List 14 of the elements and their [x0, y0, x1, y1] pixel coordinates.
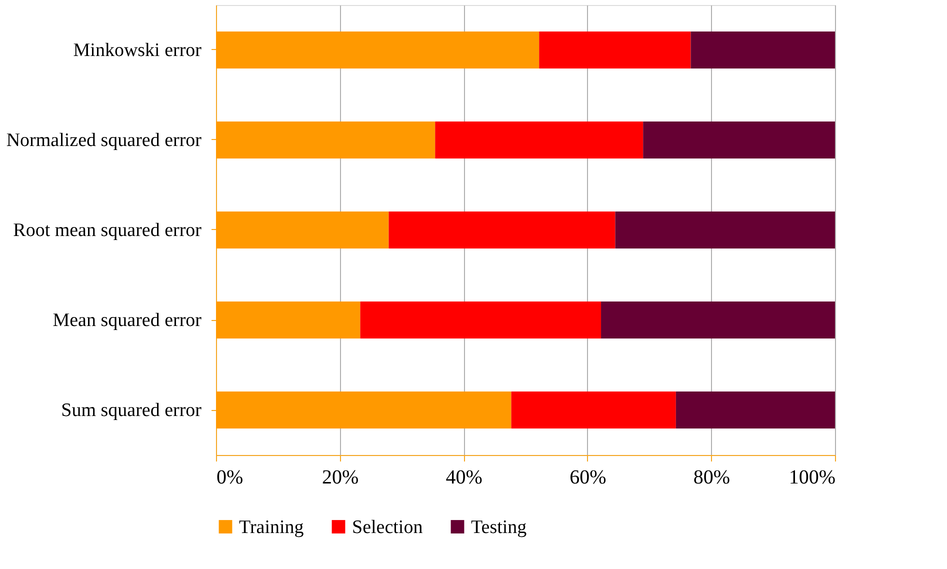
y-tick-label: Minkowski error [73, 40, 202, 61]
x-tick-label: 0% [216, 466, 244, 488]
y-tick-label: Root mean squared error [13, 220, 202, 241]
x-tick-label: 60% [570, 466, 606, 488]
legend-label: Testing [471, 516, 528, 538]
x-tick-label: 20% [322, 466, 359, 488]
legend-label: Training [239, 516, 304, 538]
y-tick-label: Mean squared error [52, 310, 202, 331]
x-tick-label: 40% [446, 466, 482, 488]
x-tick-label: 80% [693, 466, 730, 488]
y-tick-label: Sum squared error [61, 400, 202, 421]
y-tick-label: Normalized squared error [6, 130, 202, 151]
legend-label: Selection [352, 516, 424, 538]
x-tick-label: 100% [788, 466, 836, 488]
